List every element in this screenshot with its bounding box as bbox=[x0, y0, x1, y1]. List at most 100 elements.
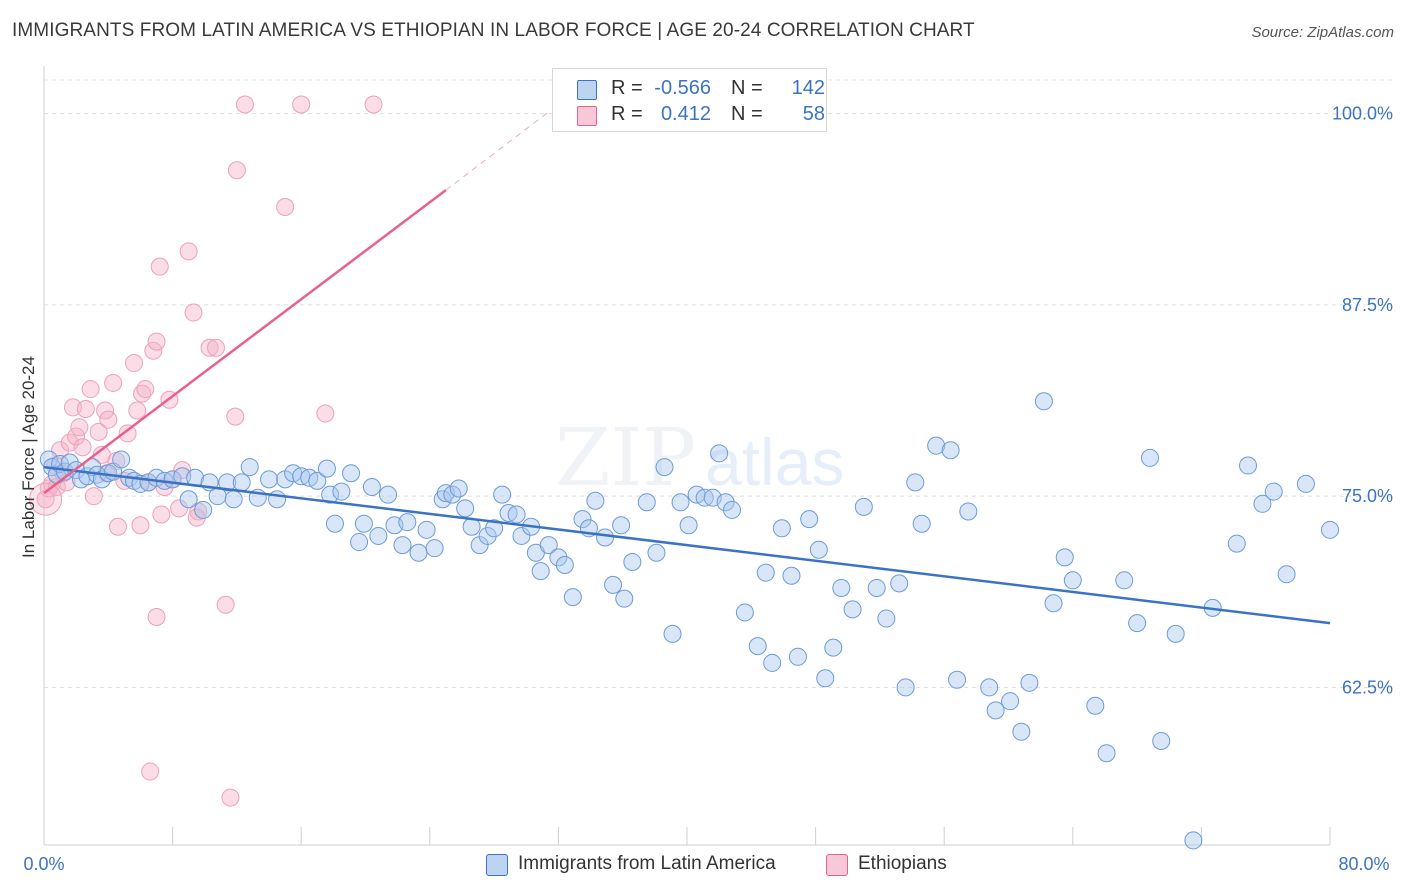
latin-america-point bbox=[179, 490, 198, 509]
legend-r-value: 0.412 bbox=[660, 103, 711, 125]
ethiopian-point bbox=[125, 354, 144, 373]
latin-america-point bbox=[980, 678, 999, 697]
legend-swatch-pink bbox=[577, 106, 597, 126]
series-legend: Immigrants from Latin America Ethiopians bbox=[0, 852, 1406, 878]
ethiopian-point bbox=[207, 338, 226, 357]
zipatlas-watermark: ZIP atlas bbox=[555, 411, 844, 504]
latin-america-point bbox=[194, 500, 213, 519]
latin-america-point bbox=[824, 638, 843, 657]
ethiopian-point bbox=[216, 595, 235, 614]
latin-america-point bbox=[788, 647, 807, 666]
latin-america-point bbox=[1034, 392, 1053, 411]
ethiopian-point bbox=[104, 373, 123, 392]
ethiopian-trend-line bbox=[43, 189, 447, 495]
latin-america-point bbox=[735, 603, 754, 622]
ethiopian-point bbox=[316, 404, 335, 423]
latin-america-point bbox=[959, 502, 978, 521]
latin-america-point bbox=[1020, 673, 1039, 692]
latin-america-point bbox=[362, 477, 381, 496]
latin-america-point bbox=[1044, 594, 1063, 613]
ethiopian-point bbox=[99, 410, 118, 429]
latin-america-point bbox=[240, 458, 259, 477]
latin-america-point bbox=[1055, 548, 1074, 567]
latin-america-point bbox=[449, 479, 468, 498]
latin-america-point bbox=[369, 526, 388, 545]
latin-america-point bbox=[1264, 482, 1283, 501]
latin-america-point bbox=[832, 578, 851, 597]
latin-america-point bbox=[647, 543, 666, 562]
ethiopian-point bbox=[200, 338, 219, 357]
latin-america-point bbox=[1012, 722, 1031, 741]
latin-america-point bbox=[941, 441, 960, 460]
latin-america-point bbox=[986, 701, 1005, 720]
y-tick-label: 87.5% bbox=[1342, 295, 1393, 315]
legend-swatch-pink bbox=[826, 854, 848, 876]
latin-america-point bbox=[948, 670, 967, 689]
latin-america-point bbox=[612, 516, 631, 535]
legend-n-label: N = bbox=[731, 77, 763, 99]
latin-america-point bbox=[232, 473, 251, 492]
latin-america-point bbox=[772, 519, 791, 538]
latin-america-point bbox=[531, 562, 550, 581]
ethiopian-point bbox=[179, 242, 198, 261]
latin-america-point bbox=[354, 514, 373, 533]
latin-america-point bbox=[573, 510, 592, 529]
ethiopian-point bbox=[276, 197, 295, 216]
ethiopian-point bbox=[76, 399, 95, 418]
tick-labels: 62.5% 75.0% 87.5% 100.0% 0.0% 80.0% bbox=[23, 104, 1393, 874]
latin-america-point bbox=[890, 574, 909, 593]
latin-america-point bbox=[1063, 571, 1082, 590]
ethiopian-point bbox=[227, 161, 246, 180]
latin-america-point bbox=[224, 490, 243, 509]
latin-america-point bbox=[485, 519, 504, 538]
latin-america-point bbox=[425, 539, 444, 558]
latin-america-point bbox=[867, 578, 886, 597]
latin-america-point bbox=[809, 540, 828, 559]
ethiopian-point bbox=[221, 788, 240, 807]
gridlines bbox=[44, 79, 1395, 688]
ethiopian-point bbox=[136, 380, 155, 399]
latin-america-point bbox=[927, 436, 946, 455]
legend-n-label: N = bbox=[731, 103, 763, 125]
latin-america-point bbox=[478, 526, 497, 545]
latin-america-point bbox=[456, 499, 475, 518]
legend-n-value: 142 bbox=[791, 77, 825, 99]
ethiopian-point bbox=[150, 257, 169, 276]
ethiopian-point bbox=[73, 438, 92, 457]
latin-america-point bbox=[655, 458, 674, 477]
latin-america-point bbox=[1184, 831, 1203, 850]
latin-america-point bbox=[350, 533, 369, 552]
latin-america-point bbox=[623, 552, 642, 571]
latin-america-point bbox=[912, 514, 931, 533]
legend-n-value: 58 bbox=[802, 103, 825, 125]
latin-america-point bbox=[877, 609, 896, 628]
latin-america-point bbox=[332, 482, 351, 501]
latin-america-point bbox=[218, 473, 237, 492]
x-tick-label-min: 0.0% bbox=[23, 854, 64, 874]
legend-label-latin-america: Immigrants from Latin America bbox=[518, 853, 776, 874]
ethiopian-point bbox=[152, 505, 171, 524]
ethiopians-points bbox=[29, 95, 383, 807]
ethiopian-point bbox=[70, 418, 89, 437]
latin-america-point bbox=[321, 485, 340, 504]
latin-america-point bbox=[555, 556, 574, 575]
latin-america-point bbox=[317, 459, 336, 478]
ethiopian-point bbox=[184, 303, 203, 322]
latin-america-point bbox=[671, 493, 690, 512]
latin-america-point bbox=[800, 510, 819, 529]
x-tick-label-max: 80.0% bbox=[1338, 854, 1389, 874]
latin-america-point bbox=[782, 566, 801, 585]
latin-america-point bbox=[325, 514, 344, 533]
latin-america-point bbox=[393, 536, 412, 555]
latin-america-point bbox=[586, 491, 605, 510]
latin-america-point bbox=[679, 516, 698, 535]
latin-america-point bbox=[663, 624, 682, 643]
ethiopian-point bbox=[235, 95, 254, 114]
ethiopian-point bbox=[84, 487, 103, 506]
ethiopian-point bbox=[63, 398, 82, 417]
latin-america-point bbox=[398, 513, 417, 532]
latin-america-point bbox=[1115, 571, 1134, 590]
legend-r-value: -0.566 bbox=[654, 77, 711, 99]
latin-america-point bbox=[493, 485, 512, 504]
